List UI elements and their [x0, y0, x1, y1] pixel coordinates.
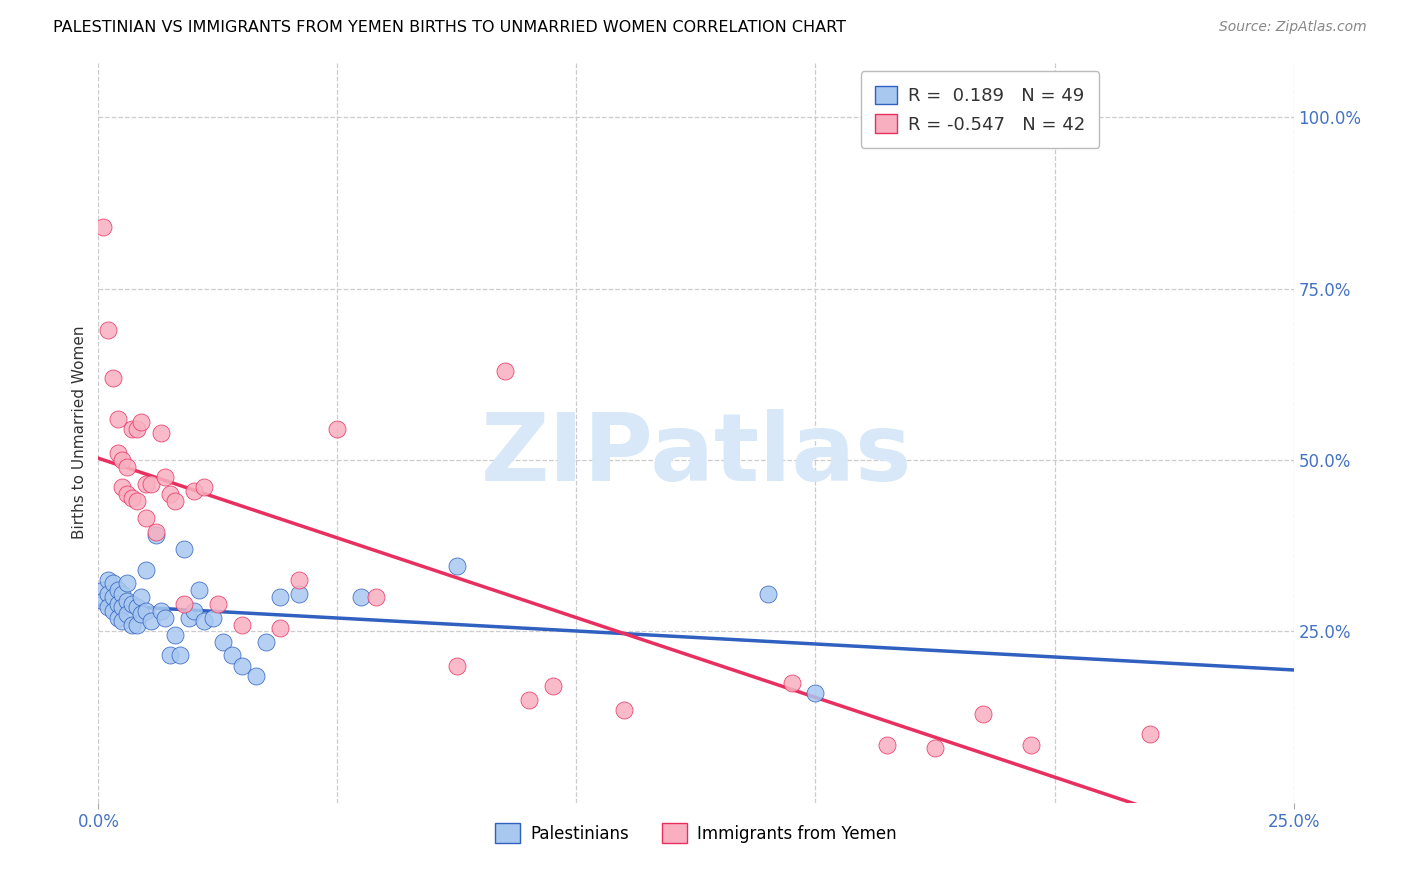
Point [254, 634, 277, 648]
Point [145, 528, 167, 542]
Point [121, 422, 143, 436]
Y-axis label: Births to Unmarried Women: Births to Unmarried Women [72, 326, 87, 540]
Text: PALESTINIAN VS IMMIGRANTS FROM YEMEN BIRTHS TO UNMARRIED WOMEN CORRELATION CHART: PALESTINIAN VS IMMIGRANTS FROM YEMEN BIR… [53, 20, 846, 35]
Point [326, 422, 349, 436]
Point [221, 648, 243, 663]
Point [163, 494, 186, 508]
Point [107, 610, 129, 624]
Point [107, 412, 129, 426]
Text: Source: ZipAtlas.com: Source: ZipAtlas.com [1219, 20, 1367, 34]
Point [179, 610, 201, 624]
Text: ZIPatlas: ZIPatlas [481, 409, 911, 500]
Point [139, 477, 162, 491]
Point [107, 597, 129, 611]
Point [183, 604, 205, 618]
Point [135, 563, 157, 577]
Point [111, 600, 134, 615]
Point [131, 607, 153, 622]
Point [876, 738, 898, 752]
Point [245, 669, 267, 683]
Point [780, 676, 803, 690]
Legend: Palestinians, Immigrants from Yemen: Palestinians, Immigrants from Yemen [488, 816, 904, 850]
Point [97, 573, 120, 587]
Point [115, 576, 138, 591]
Point [101, 576, 124, 591]
Point [135, 604, 157, 618]
Point [125, 422, 148, 436]
Point [101, 604, 124, 618]
Point [135, 511, 157, 525]
Point [111, 614, 134, 628]
Point [269, 621, 291, 635]
Point [121, 597, 143, 611]
Point [155, 470, 177, 484]
Point [924, 741, 946, 756]
Point [101, 590, 124, 604]
Point [541, 679, 564, 693]
Point [231, 617, 253, 632]
Point [91, 593, 114, 607]
Point [111, 480, 134, 494]
Point [97, 323, 120, 337]
Point [187, 583, 209, 598]
Point [183, 483, 205, 498]
Point [494, 364, 516, 378]
Point [121, 491, 143, 505]
Point [97, 587, 120, 601]
Point [91, 219, 114, 234]
Point [145, 524, 167, 539]
Point [139, 614, 162, 628]
Point [131, 415, 153, 429]
Point [1139, 727, 1161, 741]
Point [364, 590, 387, 604]
Point [159, 648, 181, 663]
Point [107, 583, 129, 598]
Point [115, 459, 138, 474]
Point [446, 658, 468, 673]
Point [756, 587, 779, 601]
Point [91, 583, 114, 598]
Point [131, 590, 153, 604]
Point [288, 573, 311, 587]
Point [149, 425, 172, 440]
Point [193, 614, 215, 628]
Point [163, 628, 186, 642]
Point [350, 590, 373, 604]
Point [149, 604, 172, 618]
Point [804, 686, 827, 700]
Point [155, 610, 177, 624]
Point [115, 607, 138, 622]
Point [97, 600, 120, 615]
Point [613, 703, 636, 717]
Point [115, 487, 138, 501]
Point [111, 587, 134, 601]
Point [111, 453, 134, 467]
Point [193, 480, 215, 494]
Point [173, 542, 195, 557]
Point [135, 477, 157, 491]
Point [1019, 738, 1042, 752]
Point [125, 600, 148, 615]
Point [125, 494, 148, 508]
Point [231, 658, 253, 673]
Point [107, 446, 129, 460]
Point [517, 693, 540, 707]
Point [202, 610, 225, 624]
Point [211, 634, 233, 648]
Point [101, 371, 124, 385]
Point [173, 597, 195, 611]
Point [115, 593, 138, 607]
Point [446, 559, 468, 574]
Point [125, 617, 148, 632]
Point [972, 706, 994, 721]
Point [159, 487, 181, 501]
Point [207, 597, 229, 611]
Point [269, 590, 291, 604]
Point [288, 587, 311, 601]
Point [121, 617, 143, 632]
Point [169, 648, 191, 663]
